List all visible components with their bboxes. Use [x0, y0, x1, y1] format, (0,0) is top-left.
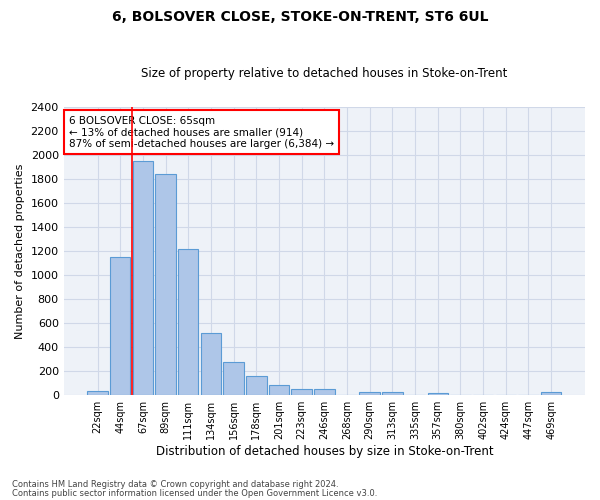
Bar: [246, 376, 266, 394]
Bar: [269, 385, 289, 394]
Text: Contains HM Land Registry data © Crown copyright and database right 2024.: Contains HM Land Registry data © Crown c…: [12, 480, 338, 489]
Bar: [359, 392, 380, 394]
Text: 6 BOLSOVER CLOSE: 65sqm
← 13% of detached houses are smaller (914)
87% of semi-d: 6 BOLSOVER CLOSE: 65sqm ← 13% of detache…: [69, 116, 334, 149]
Bar: [541, 392, 562, 394]
Text: 6, BOLSOVER CLOSE, STOKE-ON-TRENT, ST6 6UL: 6, BOLSOVER CLOSE, STOKE-ON-TRENT, ST6 6…: [112, 10, 488, 24]
Bar: [178, 249, 199, 394]
Title: Size of property relative to detached houses in Stoke-on-Trent: Size of property relative to detached ho…: [141, 66, 508, 80]
Bar: [314, 390, 335, 394]
Y-axis label: Number of detached properties: Number of detached properties: [15, 163, 25, 338]
Bar: [155, 174, 176, 394]
Bar: [110, 257, 130, 394]
Bar: [88, 391, 108, 394]
X-axis label: Distribution of detached houses by size in Stoke-on-Trent: Distribution of detached houses by size …: [155, 444, 493, 458]
Bar: [428, 393, 448, 394]
Bar: [133, 161, 153, 394]
Bar: [201, 333, 221, 394]
Bar: [292, 388, 312, 394]
Text: Contains public sector information licensed under the Open Government Licence v3: Contains public sector information licen…: [12, 488, 377, 498]
Bar: [223, 362, 244, 394]
Bar: [382, 392, 403, 394]
